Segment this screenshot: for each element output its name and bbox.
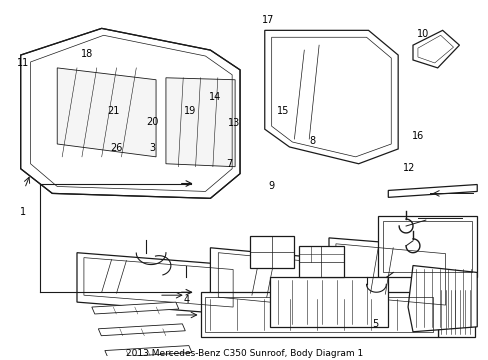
Polygon shape xyxy=(328,238,451,312)
Text: 5: 5 xyxy=(371,319,377,329)
Text: 18: 18 xyxy=(81,49,93,59)
Text: 3: 3 xyxy=(149,143,155,153)
Polygon shape xyxy=(165,78,235,167)
Polygon shape xyxy=(269,278,387,327)
Text: 21: 21 xyxy=(107,106,119,116)
Polygon shape xyxy=(407,266,476,332)
Text: 2013 Mercedes-Benz C350 Sunroof, Body Diagram 1: 2013 Mercedes-Benz C350 Sunroof, Body Di… xyxy=(125,348,363,357)
Text: 19: 19 xyxy=(184,106,196,116)
Polygon shape xyxy=(20,28,240,198)
Text: 1: 1 xyxy=(20,207,26,217)
Text: 10: 10 xyxy=(416,30,428,40)
Text: 11: 11 xyxy=(17,58,29,68)
Polygon shape xyxy=(92,302,179,314)
Polygon shape xyxy=(210,248,348,315)
Text: 16: 16 xyxy=(411,131,424,141)
Text: 8: 8 xyxy=(308,136,315,146)
Text: 14: 14 xyxy=(209,92,221,102)
Polygon shape xyxy=(77,253,240,315)
Polygon shape xyxy=(378,216,476,278)
Text: 7: 7 xyxy=(225,159,232,169)
Polygon shape xyxy=(200,292,437,337)
Polygon shape xyxy=(437,287,474,337)
Polygon shape xyxy=(104,346,191,357)
Text: 12: 12 xyxy=(402,163,414,173)
Text: 26: 26 xyxy=(110,143,122,153)
Polygon shape xyxy=(264,30,397,164)
Polygon shape xyxy=(249,236,294,267)
Text: 20: 20 xyxy=(146,117,159,127)
Text: 9: 9 xyxy=(267,181,274,191)
Polygon shape xyxy=(98,324,185,336)
Text: 15: 15 xyxy=(276,106,289,116)
Polygon shape xyxy=(412,30,459,68)
Polygon shape xyxy=(299,246,343,278)
Polygon shape xyxy=(387,185,476,197)
Text: 17: 17 xyxy=(261,15,273,25)
Text: 13: 13 xyxy=(227,118,240,129)
Polygon shape xyxy=(57,68,156,157)
Text: 4: 4 xyxy=(183,294,189,305)
